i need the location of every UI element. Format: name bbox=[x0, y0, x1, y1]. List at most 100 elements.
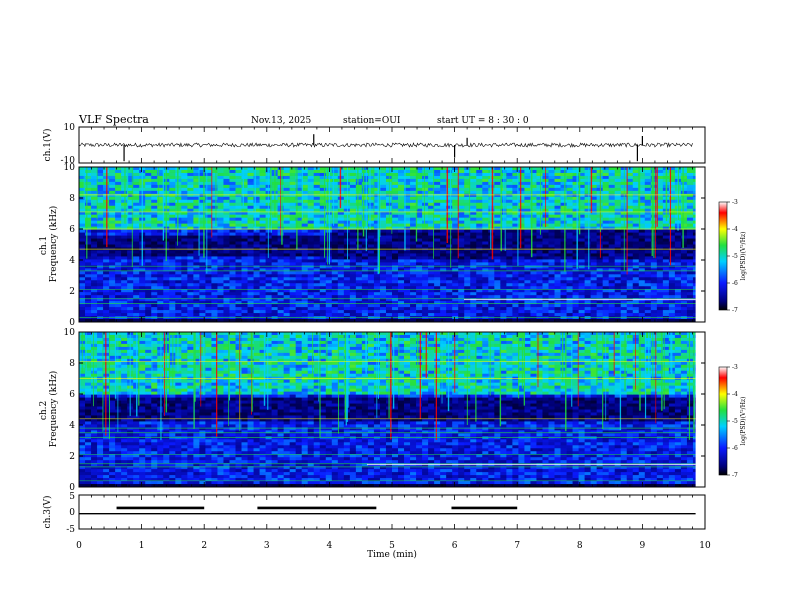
spectrogram-cell bbox=[289, 319, 297, 323]
spectrogram-cell bbox=[109, 250, 116, 254]
spectrogram-cell bbox=[536, 205, 543, 210]
spectrogram-cell bbox=[446, 241, 453, 245]
spectrogram-cell bbox=[265, 241, 273, 245]
spectrogram-cell bbox=[205, 280, 212, 284]
spectrogram-cell bbox=[133, 232, 140, 236]
spectrogram-cell bbox=[229, 304, 236, 308]
spectrogram-cell bbox=[596, 211, 604, 216]
spectrogram-cell bbox=[325, 280, 333, 284]
spectrogram-cell bbox=[614, 199, 622, 204]
spectrogram-cell bbox=[512, 316, 519, 320]
spectrogram-cell bbox=[385, 277, 393, 281]
spectrogram-cell bbox=[181, 259, 188, 263]
spectrogram-cell bbox=[434, 292, 441, 296]
spectrogram-cell bbox=[566, 232, 573, 236]
spectrogram-cell bbox=[548, 244, 555, 248]
spectrogram-cell bbox=[211, 244, 218, 248]
spectrogram-cell bbox=[205, 250, 212, 254]
spectrogram-cell bbox=[506, 286, 513, 290]
spectrogram-cell bbox=[229, 259, 236, 263]
spectrogram-cell bbox=[367, 220, 375, 225]
spectrogram-cell bbox=[235, 244, 242, 248]
spectrogram-cell bbox=[91, 262, 98, 266]
spectrogram-cell bbox=[211, 241, 218, 245]
spectrogram-cell bbox=[530, 265, 537, 269]
spectrogram-cell bbox=[602, 283, 610, 287]
spectrogram-cell bbox=[151, 313, 158, 317]
spectrogram-cell bbox=[259, 295, 266, 299]
spectrogram-cell bbox=[446, 232, 453, 236]
spectrogram-cell bbox=[524, 205, 531, 210]
spectrogram-cell bbox=[319, 205, 327, 210]
spectrogram-cell bbox=[518, 241, 525, 245]
spectrogram-cell bbox=[470, 283, 477, 287]
spectrogram-cell bbox=[229, 229, 236, 233]
spectrogram-cell bbox=[325, 274, 333, 278]
spectrogram-cell bbox=[217, 310, 224, 314]
spectrogram-cell bbox=[277, 211, 285, 216]
spectrogram-cell bbox=[373, 202, 381, 207]
spectrogram-cell bbox=[428, 199, 435, 204]
spectrogram-cell bbox=[626, 190, 634, 195]
spectrogram-cell bbox=[265, 223, 273, 228]
spectrogram-cell bbox=[614, 175, 622, 180]
spectrogram-cell bbox=[79, 181, 86, 186]
spectrogram-cell bbox=[404, 167, 411, 171]
spectrogram-cell bbox=[187, 217, 194, 222]
spectrogram-cell bbox=[133, 304, 140, 308]
spectrogram-cell bbox=[241, 169, 248, 174]
spectrogram-cell bbox=[398, 208, 405, 213]
spectrogram-cell bbox=[91, 259, 98, 263]
spectrogram-cell bbox=[476, 277, 483, 281]
spectrogram-cell bbox=[235, 304, 242, 308]
spectrogram-cell bbox=[121, 167, 128, 171]
spectrogram-cell bbox=[590, 265, 598, 269]
spectrogram-cell bbox=[253, 205, 260, 210]
spectrogram-cell bbox=[464, 184, 471, 189]
spectrogram-cell bbox=[307, 283, 315, 287]
spectrogram-cell bbox=[145, 241, 152, 245]
spectrogram-cell bbox=[608, 301, 616, 305]
spectrogram-cell bbox=[494, 268, 501, 272]
spectrogram-cell bbox=[373, 277, 381, 281]
spectrogram-cell bbox=[373, 175, 381, 180]
spectrogram-cell bbox=[554, 202, 561, 207]
spectrogram-cell bbox=[229, 256, 236, 260]
spectrogram-cell bbox=[530, 283, 537, 287]
spectrogram-cell bbox=[283, 265, 291, 269]
spectrogram-cell bbox=[265, 292, 273, 296]
spectrogram-cell bbox=[428, 268, 435, 272]
spectrogram-cell bbox=[626, 250, 634, 254]
spectrogram-cell bbox=[229, 310, 236, 314]
spectrogram-cell bbox=[590, 289, 598, 293]
spectrogram-cell bbox=[458, 301, 465, 305]
spectrogram-cell bbox=[313, 268, 321, 272]
spectrogram-cell bbox=[313, 184, 321, 189]
spectrogram-cell bbox=[133, 190, 140, 195]
spectrogram-cell bbox=[331, 292, 339, 296]
spectrogram-cell bbox=[398, 310, 405, 314]
spectrogram-cell bbox=[175, 167, 182, 171]
spectrogram-cell bbox=[518, 226, 525, 230]
spectrogram-cell bbox=[211, 235, 218, 239]
spectrogram-cell bbox=[157, 292, 164, 296]
spectrogram-cell bbox=[355, 280, 363, 284]
spectrogram-cell bbox=[247, 268, 254, 272]
spectrogram-cell bbox=[416, 235, 423, 239]
spectrogram-cell bbox=[187, 298, 194, 302]
spectrogram-cell bbox=[277, 280, 285, 284]
spectrogram-cell bbox=[434, 175, 441, 180]
spectrogram-cell bbox=[367, 250, 375, 254]
spectrogram-cell bbox=[343, 268, 351, 272]
spectrogram-cell bbox=[127, 292, 134, 296]
spectrogram-cell bbox=[199, 259, 206, 263]
spectrogram-cell bbox=[319, 229, 327, 233]
spectrogram-cell bbox=[632, 175, 640, 180]
spectrogram-cell bbox=[247, 229, 254, 233]
spectrogram-cell bbox=[349, 199, 357, 204]
spectrogram-cell bbox=[398, 184, 405, 189]
spectrogram-cell bbox=[295, 175, 303, 180]
spectrogram-cell bbox=[404, 190, 411, 195]
spectrogram-cell bbox=[97, 250, 104, 254]
spectrogram-cell bbox=[127, 181, 134, 186]
